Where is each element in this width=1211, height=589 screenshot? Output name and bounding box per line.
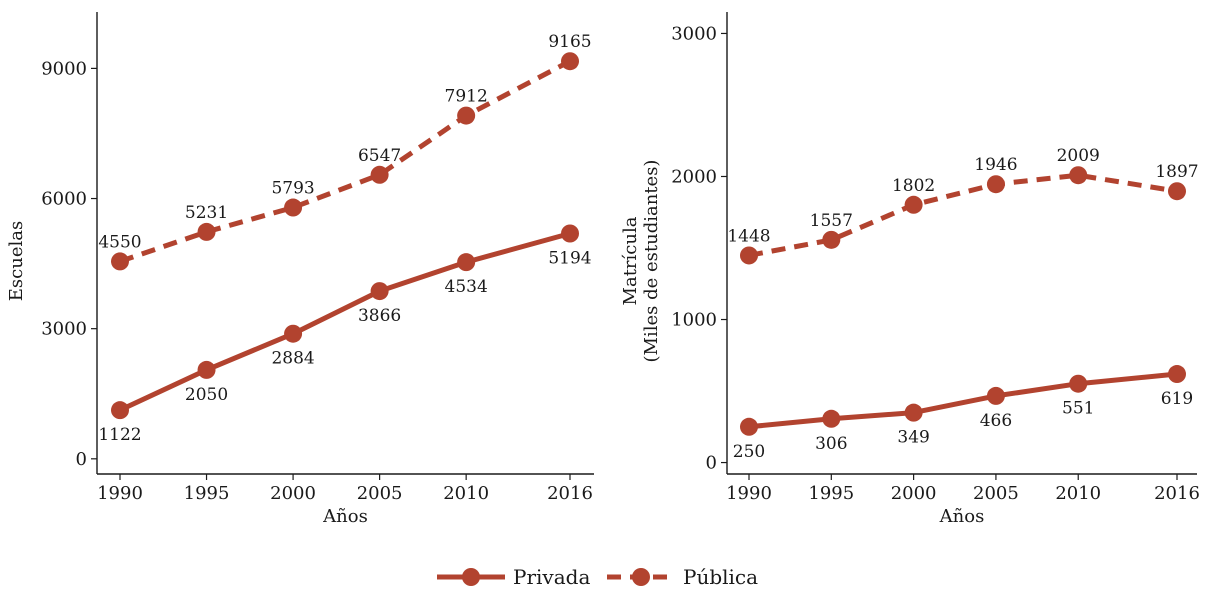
data-point <box>284 198 303 217</box>
data-point <box>457 253 476 272</box>
data-label: 466 <box>980 411 1012 431</box>
x-tick-label: 1990 <box>97 483 143 504</box>
x-tick-label: 2000 <box>270 483 316 504</box>
x-tick-label: 1995 <box>184 483 230 504</box>
series-line-pública <box>119 58 572 264</box>
data-point <box>111 401 129 420</box>
data-label: 349 <box>897 428 929 448</box>
y-tick-label: 0 <box>76 449 87 470</box>
x-tick-label: 2005 <box>973 483 1019 504</box>
x-tick-label: 2000 <box>891 483 937 504</box>
data-point <box>904 403 923 422</box>
series-line-privada <box>748 371 1178 430</box>
legend-label: Pública <box>683 565 758 589</box>
data-label: 1122 <box>98 425 141 445</box>
data-point <box>1168 365 1186 384</box>
data-point <box>561 224 579 243</box>
x-axis-title: Años <box>322 506 368 527</box>
series-line-pública <box>748 172 1178 258</box>
data-point <box>986 386 1005 405</box>
data-point <box>904 195 923 214</box>
data-point <box>822 230 841 249</box>
data-label: 5231 <box>185 203 228 223</box>
data-label: 9165 <box>548 32 591 52</box>
data-label: 6547 <box>358 146 401 166</box>
legend-key-point <box>462 568 480 586</box>
y-axis-title: Escuelas <box>6 221 27 301</box>
y-tick-label: 3000 <box>41 319 87 340</box>
data-label: 5194 <box>548 248 591 268</box>
data-label: 1557 <box>810 211 853 231</box>
y-axis-title: Matrícula <box>620 216 641 305</box>
x-tick-label: 1990 <box>726 483 772 504</box>
x-tick-label: 2010 <box>443 483 489 504</box>
data-label: 551 <box>1062 399 1094 419</box>
x-tick-label: 2016 <box>1154 483 1200 504</box>
data-point <box>111 252 129 271</box>
data-label: 2050 <box>185 385 228 405</box>
data-point <box>1168 182 1186 201</box>
data-label: 1897 <box>1155 162 1198 182</box>
data-label: 7912 <box>445 87 488 107</box>
data-point <box>986 175 1005 194</box>
data-label: 619 <box>1161 389 1193 409</box>
data-point <box>1069 374 1088 393</box>
y-tick-label: 2000 <box>671 166 717 187</box>
x-tick-label: 2016 <box>547 483 593 504</box>
panel-schools: 0 3000 6000 9000 1990 1995 2000 2005 2010 2016 Año… <box>6 12 594 527</box>
legend: Privada Pública <box>437 565 758 589</box>
data-point <box>370 165 389 184</box>
data-point <box>457 106 476 125</box>
data-label: 2884 <box>271 349 314 369</box>
data-point <box>822 409 841 428</box>
data-label: 2009 <box>1057 146 1100 166</box>
series-line-privada <box>118 231 571 413</box>
data-point <box>197 222 216 241</box>
data-label: 4550 <box>98 232 141 252</box>
x-tick-label: 2005 <box>357 483 403 504</box>
y-tick-label: 0 <box>706 453 717 474</box>
y-tick-label: 1000 <box>671 310 717 331</box>
y-tick-label: 3000 <box>671 23 717 44</box>
legend-label: Privada <box>513 565 590 589</box>
x-axis-title: Años <box>939 506 985 527</box>
data-point <box>1069 166 1088 185</box>
data-label: 1946 <box>974 155 1017 175</box>
panel-enrollment: 0 1000 2000 3000 1990 1995 2000 2005 2010 2016 Año… <box>620 12 1200 527</box>
x-tick-label: 1995 <box>808 483 854 504</box>
data-point <box>561 52 579 71</box>
x-tick-label: 2010 <box>1055 483 1101 504</box>
data-point <box>370 282 389 301</box>
data-label: 250 <box>733 442 765 462</box>
data-point <box>284 324 303 343</box>
data-label: 306 <box>815 434 847 454</box>
y-tick-label: 9000 <box>41 58 87 79</box>
y-tick-label: 6000 <box>41 189 87 210</box>
data-label: 5793 <box>271 179 314 199</box>
data-point <box>740 417 758 436</box>
data-label: 1802 <box>892 176 935 196</box>
data-point <box>740 246 758 265</box>
data-point <box>197 360 216 379</box>
data-label: 4534 <box>445 277 488 297</box>
legend-key-point <box>632 568 650 586</box>
y-axis-title: (Miles de estudiantes) <box>641 160 662 363</box>
data-label: 3866 <box>358 306 401 326</box>
data-label: 1448 <box>727 226 770 246</box>
